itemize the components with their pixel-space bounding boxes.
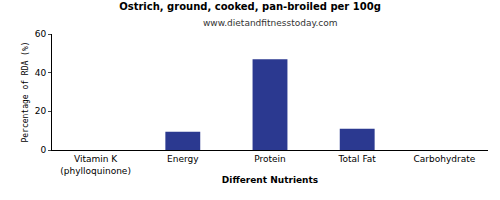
svg-text:0: 0 bbox=[40, 145, 46, 155]
svg-text:60: 60 bbox=[35, 29, 47, 39]
svg-text:Different Nutrients: Different Nutrients bbox=[222, 175, 318, 185]
svg-text:Protein: Protein bbox=[254, 154, 286, 164]
svg-text:40: 40 bbox=[35, 68, 47, 78]
svg-text:Energy: Energy bbox=[167, 154, 199, 164]
svg-text:Ostrich, ground, cooked, pan-b: Ostrich, ground, cooked, pan-broiled per… bbox=[119, 1, 381, 12]
svg-text:Percentage of RDA (%): Percentage of RDA (%) bbox=[21, 41, 30, 142]
svg-text:www.dietandfitnesstoday.com: www.dietandfitnesstoday.com bbox=[203, 18, 338, 28]
svg-text:Vitamin K(phylloquinone): Vitamin K(phylloquinone) bbox=[60, 154, 131, 176]
svg-text:20: 20 bbox=[35, 106, 47, 116]
svg-text:Carbohydrate: Carbohydrate bbox=[414, 154, 476, 164]
svg-text:Total Fat: Total Fat bbox=[338, 154, 377, 164]
